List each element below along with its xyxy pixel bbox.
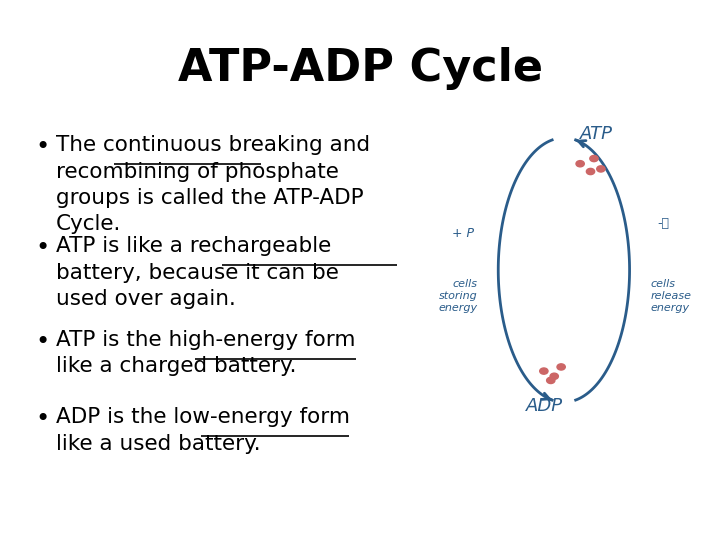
- Text: cells
release
energy: cells release energy: [650, 279, 691, 313]
- Circle shape: [576, 160, 585, 167]
- Text: •: •: [35, 135, 50, 159]
- Circle shape: [590, 156, 598, 161]
- Circle shape: [546, 377, 555, 383]
- Circle shape: [540, 368, 548, 374]
- Text: ATP is like a rechargeable
battery, because it can be
used over again.: ATP is like a rechargeable battery, beca…: [56, 237, 338, 309]
- Text: The continuous breaking and
recombining of phosphate
groups is called the ATP-AD: The continuous breaking and recombining …: [56, 135, 370, 234]
- Circle shape: [597, 166, 605, 172]
- Text: ADP is the low-energy form
like a used battery.: ADP is the low-energy form like a used b…: [56, 407, 350, 454]
- Text: + P: + P: [452, 227, 474, 240]
- Text: ATP-ADP Cycle: ATP-ADP Cycle: [178, 47, 542, 90]
- Text: ADP: ADP: [526, 397, 563, 415]
- Circle shape: [550, 373, 559, 380]
- Text: •: •: [35, 329, 50, 354]
- Text: •: •: [35, 407, 50, 431]
- Circle shape: [557, 364, 565, 370]
- Text: cells
storing
energy: cells storing energy: [438, 279, 477, 313]
- Text: -ⓟ: -ⓟ: [657, 217, 669, 230]
- Circle shape: [586, 168, 595, 174]
- Text: ATP is the high-energy form
like a charged battery.: ATP is the high-energy form like a charg…: [56, 329, 356, 376]
- Text: •: •: [35, 237, 50, 260]
- Text: ATP: ATP: [580, 125, 613, 143]
